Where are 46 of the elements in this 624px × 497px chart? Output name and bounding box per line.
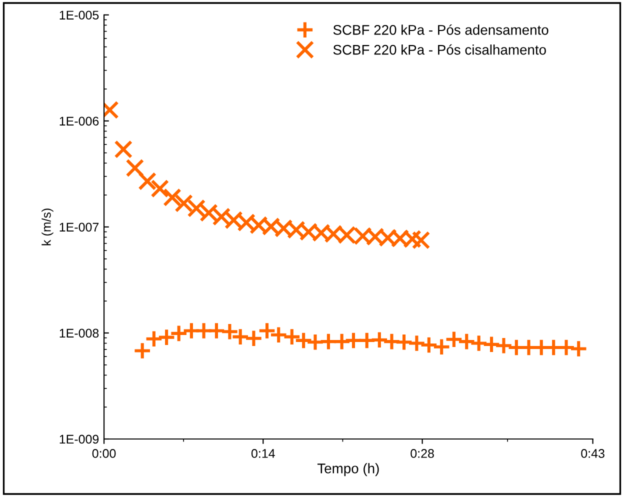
x-tick-label: 0:14 bbox=[251, 449, 275, 458]
y-tick-label: 1E-009 bbox=[60, 434, 99, 444]
point bbox=[412, 231, 430, 250]
x-tick-label: 0:28 bbox=[410, 449, 434, 458]
point bbox=[482, 335, 501, 354]
point bbox=[394, 332, 414, 352]
point bbox=[470, 334, 488, 352]
point bbox=[244, 329, 263, 348]
point bbox=[133, 342, 152, 360]
point bbox=[370, 330, 389, 350]
point bbox=[332, 332, 351, 351]
point bbox=[494, 336, 513, 355]
point bbox=[306, 332, 324, 352]
point bbox=[269, 326, 288, 344]
point bbox=[150, 179, 170, 198]
y-axis-title: k (m/s) bbox=[42, 208, 54, 246]
point bbox=[220, 322, 239, 341]
y-tick-label: 1E-008 bbox=[60, 328, 99, 338]
y-tick-label: 1E-007 bbox=[60, 222, 99, 232]
point bbox=[282, 328, 302, 346]
point bbox=[358, 331, 376, 350]
point bbox=[207, 322, 226, 340]
point bbox=[294, 331, 313, 350]
x-tick-label: 0:00 bbox=[92, 449, 116, 458]
x-tick-label: 0:43 bbox=[581, 449, 604, 458]
point bbox=[126, 158, 144, 178]
point bbox=[420, 336, 438, 354]
point bbox=[174, 194, 193, 213]
point bbox=[170, 324, 188, 343]
point bbox=[157, 328, 176, 346]
point bbox=[382, 332, 401, 351]
point bbox=[408, 334, 426, 352]
point bbox=[114, 140, 133, 158]
point bbox=[144, 330, 164, 348]
point bbox=[258, 322, 276, 340]
point bbox=[569, 340, 588, 358]
point bbox=[231, 328, 250, 346]
point bbox=[457, 332, 476, 351]
point bbox=[163, 188, 182, 207]
x-axis-title: Tempo (h) bbox=[317, 463, 379, 476]
y-tick-label: 1E-006 bbox=[60, 116, 99, 126]
legend-label: SCBF 220 kPa - Pós adensamento bbox=[333, 24, 548, 35]
legend-label: SCBF 220 kPa - Pós cisalhamento bbox=[333, 44, 546, 55]
point bbox=[187, 199, 206, 218]
point bbox=[138, 172, 156, 190]
y-tick-label: 1E-005 bbox=[60, 10, 99, 20]
